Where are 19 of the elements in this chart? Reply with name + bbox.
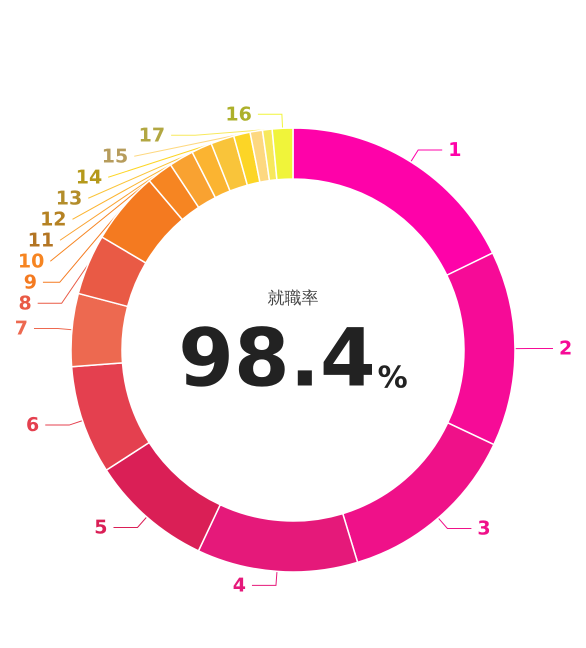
slice-label: 4	[232, 574, 246, 596]
slice-label: 5	[94, 516, 108, 539]
slice-label: 14	[76, 166, 102, 188]
slice-label: 7	[14, 318, 28, 340]
slice-label: 1	[448, 138, 462, 161]
slice-label: 6	[26, 414, 40, 436]
slice-label: 8	[18, 292, 32, 314]
slice-label: 11	[28, 229, 54, 252]
slice-label: 12	[40, 208, 67, 230]
slice-label: 15	[102, 145, 128, 168]
slice-label: 9	[24, 271, 37, 294]
slice-label: 17	[138, 124, 166, 146]
text: 98.4%	[178, 312, 408, 404]
text: 就職率	[268, 288, 318, 308]
slice-label: 13	[56, 187, 82, 210]
slice-label: 2	[558, 338, 572, 360]
slice-label: 10	[18, 250, 44, 272]
slice-label: 16	[225, 103, 252, 126]
slice-label: 3	[477, 517, 491, 540]
